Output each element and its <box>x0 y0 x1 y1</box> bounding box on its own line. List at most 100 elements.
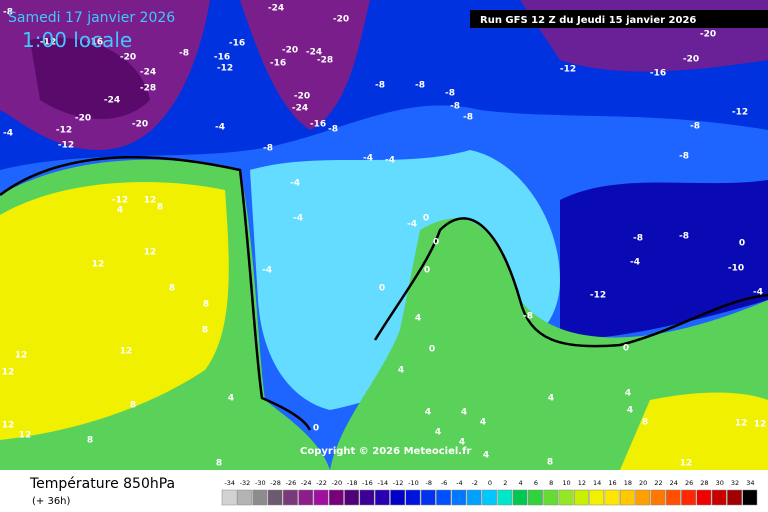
legend-label: -26 <box>286 479 297 487</box>
run-info: Run GFS 12 Z du Jeudi 15 janvier 2026 <box>480 15 696 26</box>
contour-label: -8 <box>450 102 460 112</box>
contour-label: 0 <box>313 424 319 434</box>
legend-label: -2 <box>471 479 477 487</box>
contour-label: -8 <box>375 81 385 91</box>
contour-label: -24 <box>104 96 120 106</box>
contour-label: 4 <box>480 418 486 428</box>
contour-label: 4 <box>415 314 421 324</box>
contour-label: 0 <box>424 266 430 276</box>
legend-label: 0 <box>488 479 492 487</box>
contour-label: -4 <box>262 266 272 276</box>
contour-label: 0 <box>423 214 429 224</box>
legend-swatch <box>420 489 436 506</box>
map-background <box>0 0 768 470</box>
legend-swatch <box>635 489 651 506</box>
contour-label: -24 <box>306 48 322 58</box>
contour-label: -8 <box>679 152 689 162</box>
contour-label: 4 <box>548 394 554 404</box>
contour-label: -12 <box>590 291 606 301</box>
contour-label: -20 <box>333 15 349 25</box>
color-legend: -34 -32 -30 -28 -26 -24 -22 -20 -18 -16 -14 -12 -10-… <box>221 479 758 506</box>
contour-label: -24 <box>292 104 308 114</box>
contour-label: 4 <box>117 206 123 216</box>
legend-swatch <box>436 489 451 506</box>
contour-label: 4 <box>461 408 467 418</box>
legend-swatch <box>298 489 314 506</box>
legend-swatch <box>221 489 237 506</box>
legend-swatch <box>573 489 589 506</box>
legend-label: -16 <box>362 479 373 487</box>
legend-label: -24 <box>301 479 312 487</box>
contour-label: -4 <box>630 258 640 268</box>
legend-label: -12 <box>393 479 404 487</box>
contour-label: -8 <box>3 8 13 18</box>
contour-label: 0 <box>429 345 435 355</box>
legend-swatch <box>497 489 513 506</box>
legend-swatch <box>512 489 528 506</box>
contour-label: -20 <box>132 120 148 130</box>
contour-label: 4 <box>483 451 489 461</box>
legend-swatch <box>466 489 482 506</box>
legend-swatch <box>619 489 635 506</box>
legend-label: 4 <box>519 479 523 487</box>
legend-swatch <box>267 489 283 506</box>
contour-label: 0 <box>379 284 385 294</box>
legend-label: -8 <box>426 479 432 487</box>
legend-label: 12 <box>578 479 586 487</box>
legend-label: -6 <box>441 479 447 487</box>
contour-label: -4 <box>385 156 395 166</box>
contour-label: -16 <box>229 39 245 49</box>
legend-swatch <box>405 489 421 506</box>
contour-label: -12 <box>40 38 56 48</box>
legend-label: -28 <box>270 479 281 487</box>
contour-label: -8 <box>463 113 473 123</box>
contour-label: -4 <box>753 288 763 298</box>
contour-label: 12 <box>19 431 32 441</box>
footer-lead: (+ 36h) <box>32 496 71 507</box>
legend-swatch <box>390 489 406 506</box>
legend-label: -18 <box>347 479 358 487</box>
contour-label: -20 <box>700 30 716 40</box>
contour-label: -24 <box>140 68 156 78</box>
contour-label: -28 <box>140 84 156 94</box>
legend-swatch <box>237 489 252 506</box>
legend-label: 8 <box>549 479 553 487</box>
contour-label: 8 <box>642 418 648 428</box>
contour-label: 12 <box>92 260 105 270</box>
contour-label: -20 <box>683 55 699 65</box>
contour-label: 0 <box>433 238 439 248</box>
contour-label: -12 <box>58 141 74 151</box>
contour-label: -16 <box>214 53 230 63</box>
contour-label: 8 <box>157 203 163 213</box>
legend-label: 16 <box>608 479 616 487</box>
contour-label: -20 <box>294 92 310 102</box>
contour-label: -20 <box>120 53 136 63</box>
contour-label: 4 <box>398 366 404 376</box>
contour-label: -4 <box>290 179 300 189</box>
legend-swatch <box>681 489 696 506</box>
contour-label: 12 <box>680 459 693 469</box>
contour-label: 4 <box>459 438 465 448</box>
legend-swatch <box>742 489 758 506</box>
contour-label: -12 <box>560 65 576 75</box>
contour-label: 12 <box>144 196 157 206</box>
contour-label: -8 <box>263 144 273 154</box>
legend-label: -10 <box>408 479 419 487</box>
contour-label: -28 <box>317 56 333 66</box>
contour-label: -20 <box>282 46 298 56</box>
contour-label: 4 <box>435 428 441 438</box>
legend-label: 34 <box>746 479 754 487</box>
contour-label: -12 <box>217 64 233 74</box>
legend-label: -32 <box>240 479 251 487</box>
contour-label: -16 <box>270 59 286 69</box>
contour-label: -4 <box>407 220 417 230</box>
legend-label: 32 <box>731 479 739 487</box>
legend-swatch <box>650 489 666 506</box>
contour-label: 12 <box>120 347 133 357</box>
legend-label: 20 <box>639 479 647 487</box>
contour-label: 8 <box>202 326 208 336</box>
contour-label: -16 <box>310 120 326 130</box>
forecast-time: 1:00 locale <box>22 28 132 52</box>
